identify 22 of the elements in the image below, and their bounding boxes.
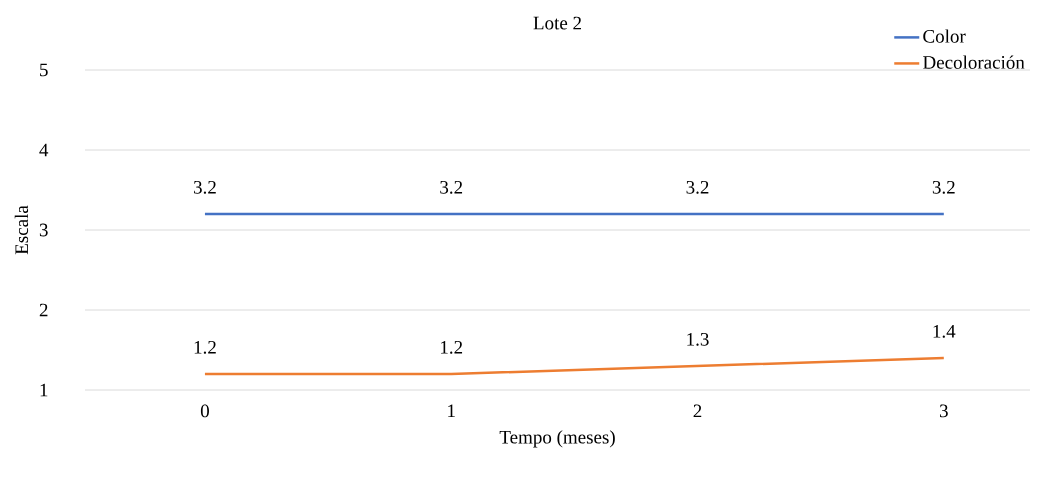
x-tick-label: 2	[693, 404, 702, 418]
x-tick-label: 1	[448, 404, 455, 418]
legend-label: Decoloración	[923, 55, 1025, 69]
y-tick-label: 2	[39, 303, 48, 317]
y-axis-title: Escala	[14, 205, 29, 255]
data-label: 3.2	[193, 180, 216, 194]
data-label: 1.2	[194, 340, 216, 354]
data-label: 3.2	[686, 180, 709, 194]
y-tick-label: 1	[40, 383, 48, 397]
x-tick-label: 0	[200, 404, 209, 418]
y-tick-label: 5	[40, 63, 48, 77]
x-tick-label: 3	[939, 404, 948, 418]
data-label: 1.2	[441, 340, 463, 354]
data-label: 1.3	[687, 332, 709, 346]
chart-title: Lote 2	[533, 16, 581, 30]
data-label: 3.2	[932, 180, 955, 194]
y-tick-label: 3	[39, 223, 48, 237]
data-label: 3.2	[440, 180, 463, 194]
data-label: 1.4	[933, 324, 956, 338]
x-axis-title: Tempo (meses)	[499, 430, 615, 448]
y-tick-label: 4	[39, 143, 49, 157]
legend-label: Color	[923, 29, 966, 43]
